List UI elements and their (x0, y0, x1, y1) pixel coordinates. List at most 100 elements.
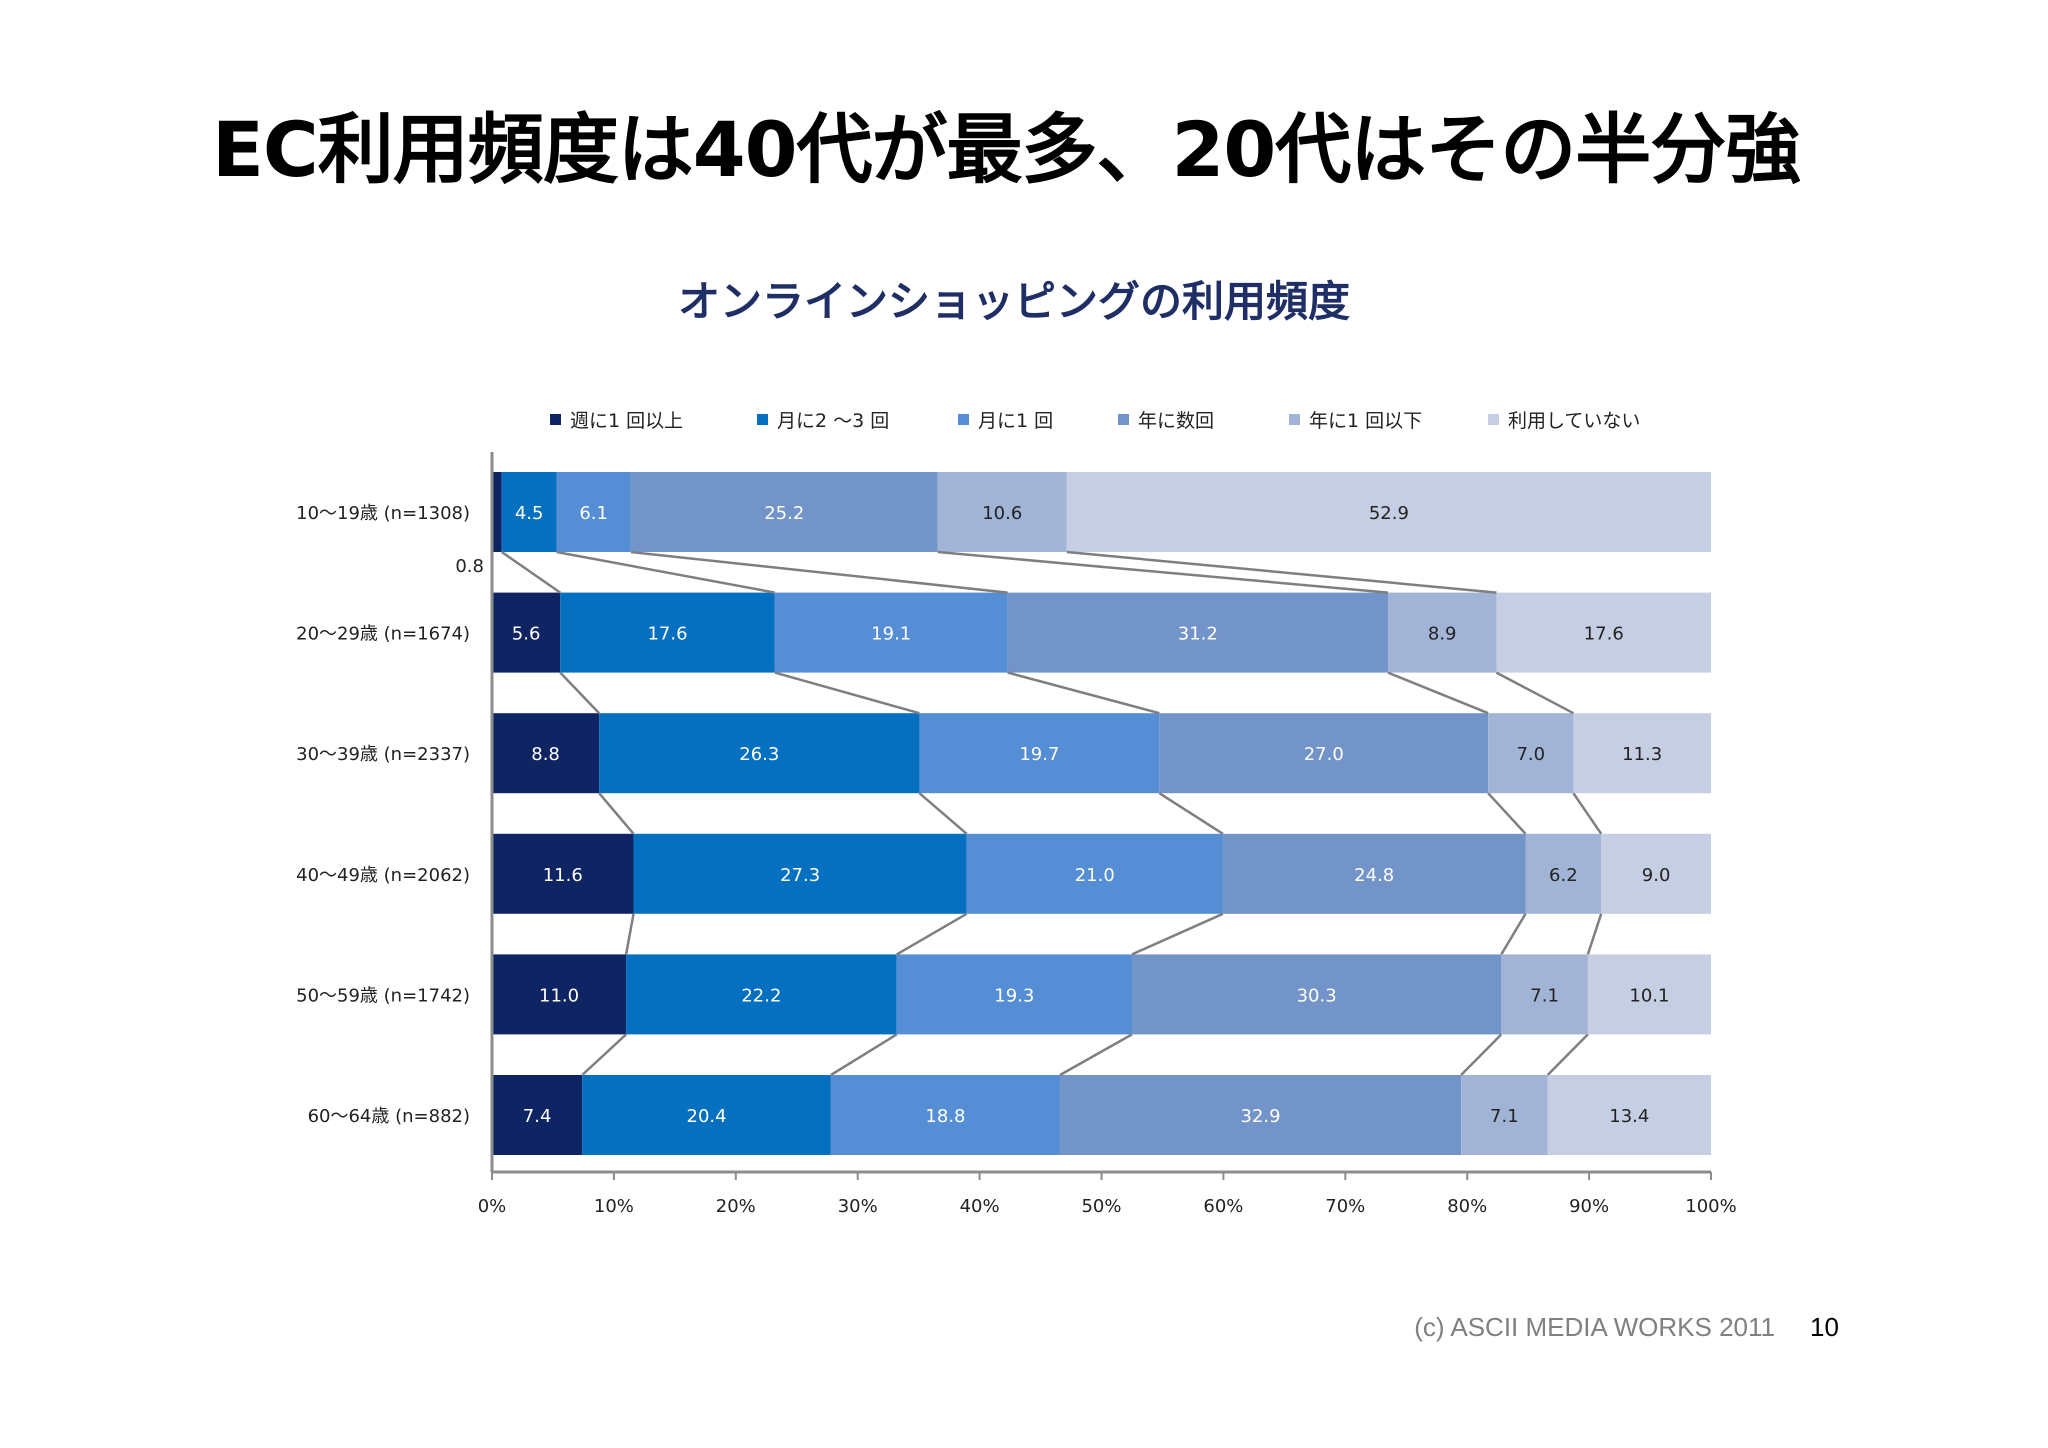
bar-segment (1007, 592, 1388, 673)
data-label: 0.8 (455, 556, 484, 577)
bar-segment (1066, 472, 1711, 552)
data-label: 7.4 (523, 1106, 552, 1127)
data-label: 17.6 (1584, 624, 1624, 645)
bar-segment (966, 833, 1223, 914)
legend-label: 週に1 回以上 (570, 410, 683, 432)
bar-segment (1159, 713, 1489, 794)
series-line (581, 1033, 627, 1076)
data-label: 7.1 (1490, 1106, 1519, 1127)
data-label: 32.9 (1241, 1106, 1281, 1127)
series-line (896, 912, 968, 956)
data-label: 7.0 (1516, 744, 1545, 765)
data-label: 11.6 (543, 865, 583, 886)
data-label: 6.1 (579, 503, 608, 524)
chart-title: オンラインショッピングの利用頻度 (677, 277, 1350, 326)
series-line (830, 1033, 898, 1077)
data-label: 7.1 (1530, 985, 1559, 1006)
bar-segment (1222, 833, 1526, 914)
page-number: 10 (1810, 1312, 1839, 1342)
x-tick-label: 20% (716, 1196, 756, 1217)
bar-segment (1488, 713, 1574, 794)
x-tick-label: 60% (1203, 1196, 1243, 1217)
bar-segment (1587, 954, 1711, 1035)
bar-segment (626, 954, 897, 1035)
data-label: 4.5 (515, 503, 544, 524)
data-label: 6.2 (1549, 865, 1578, 886)
series-line (1158, 792, 1224, 835)
legend-swatch (757, 414, 768, 425)
series-line (1500, 913, 1527, 956)
data-label: 27.3 (780, 865, 820, 886)
bar-segment (919, 713, 1160, 794)
bar-segment (501, 472, 557, 552)
data-label: 8.8 (531, 744, 560, 765)
category-label: 40〜49歳 (n=2062) (296, 865, 470, 886)
data-label: 5.6 (512, 624, 541, 645)
bar-segment (633, 833, 967, 914)
series-line (556, 550, 776, 594)
category-label: 20〜29歳 (n=1674) (296, 624, 470, 645)
legend-label: 月に1 回 (978, 410, 1053, 432)
x-tick-label: 10% (594, 1196, 634, 1217)
bar-segment (599, 713, 920, 794)
data-label: 25.2 (764, 503, 804, 524)
category-label: 50〜59歳 (n=1742) (296, 985, 470, 1006)
legend-label: 月に2 〜3 回 (777, 410, 889, 432)
bar-segment (556, 472, 631, 552)
bar-segment (1547, 1075, 1711, 1155)
data-label: 13.4 (1609, 1106, 1649, 1127)
series-line (937, 550, 1389, 594)
series-line (559, 671, 601, 715)
bar-segment (630, 472, 938, 552)
data-label: 30.3 (1297, 985, 1337, 1006)
bar-segment (1060, 1075, 1462, 1155)
x-tick-label: 0% (478, 1196, 507, 1217)
series-line (1495, 671, 1574, 715)
data-label: 24.8 (1354, 865, 1394, 886)
series-line (918, 792, 968, 835)
series-line (630, 550, 1008, 594)
bar-segment (774, 592, 1008, 673)
legend-swatch (958, 414, 969, 425)
bar-segment (1131, 954, 1502, 1035)
series-line (1007, 671, 1160, 715)
category-label: 30〜39歳 (n=2337) (296, 744, 470, 765)
data-label: 21.0 (1075, 865, 1115, 886)
series-line (1586, 913, 1603, 955)
slide-title: EC利用頻度は40代が最多、20代はその半分強 (212, 105, 1801, 194)
series-line (598, 792, 635, 835)
category-label: 60〜64歳 (n=882) (308, 1106, 470, 1127)
bar-segment (1501, 954, 1588, 1035)
x-tick-label: 100% (1685, 1196, 1736, 1217)
data-label: 11.3 (1622, 744, 1662, 765)
data-label: 9.0 (1642, 865, 1671, 886)
series-line (1387, 671, 1489, 715)
data-label: 17.6 (647, 624, 687, 645)
data-label: 20.4 (687, 1106, 727, 1127)
bar-segment (492, 472, 502, 552)
bar-segment (492, 1075, 583, 1155)
series-line (501, 550, 561, 594)
series-line (1572, 792, 1603, 835)
bar-segment (492, 954, 627, 1035)
data-label: 11.0 (539, 985, 579, 1006)
data-label: 19.3 (994, 985, 1034, 1006)
footer-copyright: (c) ASCII MEDIA WORKS 2011 (1414, 1312, 1775, 1342)
category-label: 10〜19歳 (n=1308) (296, 503, 470, 524)
data-label: 10.6 (982, 503, 1022, 524)
x-tick-label: 50% (1081, 1196, 1121, 1217)
legend-swatch (1488, 414, 1499, 425)
series-line (1066, 550, 1497, 594)
series-line (1546, 1033, 1589, 1076)
bar-segment (492, 833, 634, 914)
bar-segment (1387, 592, 1497, 673)
series-line (1487, 792, 1527, 835)
data-label: 10.1 (1629, 985, 1669, 1006)
series-line (1460, 1033, 1503, 1076)
data-label: 52.9 (1369, 503, 1409, 524)
x-tick-label: 40% (960, 1196, 1000, 1217)
bar-segment (937, 472, 1067, 552)
bar-segment (1461, 1075, 1548, 1155)
legend-label: 年に数回 (1138, 410, 1214, 432)
